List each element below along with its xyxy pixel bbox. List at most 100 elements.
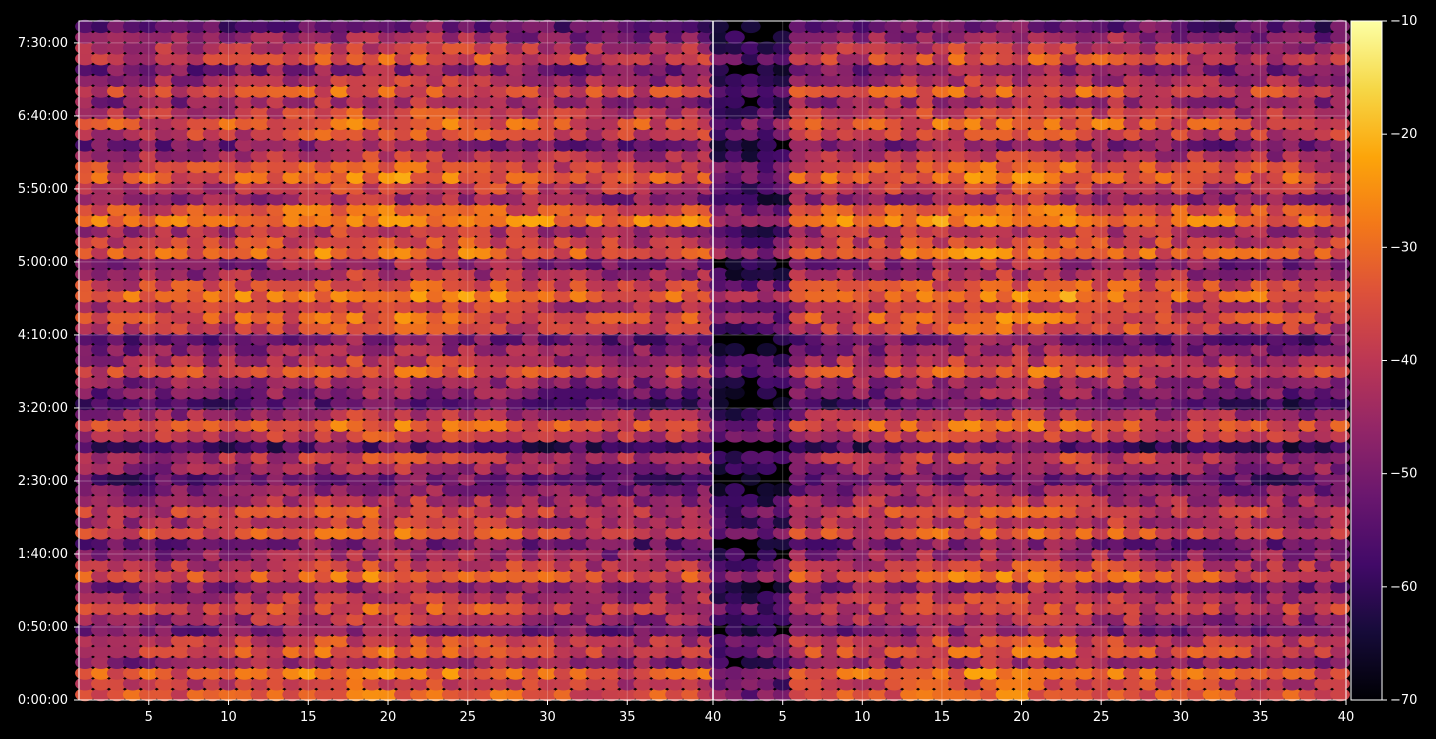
heatmap-cell — [932, 687, 952, 702]
heatmap-cell — [441, 30, 462, 44]
heatmap-cell — [521, 364, 542, 378]
heatmap-cell — [788, 601, 809, 616]
heatmap-cell — [330, 407, 351, 422]
heatmap-cell — [1250, 396, 1271, 411]
heatmap-cell — [1075, 504, 1096, 519]
heatmap-cell — [979, 299, 1000, 314]
heatmap-cell — [1107, 364, 1127, 378]
heatmap-cell — [601, 170, 622, 184]
heatmap-cell — [649, 159, 670, 174]
heatmap-cell — [947, 278, 968, 292]
heatmap-cell — [1139, 547, 1159, 562]
heatmap-cell — [1266, 52, 1287, 66]
heatmap-cell — [1330, 418, 1350, 432]
heatmap-cell — [1059, 289, 1080, 303]
heatmap-cell — [963, 170, 984, 184]
heatmap-cell — [740, 202, 761, 217]
heatmap-cell — [1266, 127, 1287, 141]
heatmap-cell — [138, 386, 159, 400]
heatmap-cell — [1202, 246, 1223, 260]
heatmap-cell — [1330, 30, 1350, 44]
heatmap-cell — [457, 289, 478, 303]
heatmap-cell — [202, 601, 223, 616]
heatmap-cell — [836, 493, 857, 508]
heatmap-cell — [963, 159, 984, 174]
heatmap-cell — [266, 472, 287, 486]
heatmap-cell — [346, 590, 366, 605]
heatmap-cell — [234, 343, 255, 357]
heatmap-cell — [394, 601, 414, 616]
heatmap-cell — [266, 105, 287, 120]
heatmap-cell — [725, 289, 745, 303]
heatmap-cell — [709, 504, 729, 519]
heatmap-cell — [1170, 493, 1191, 508]
heatmap-cell — [346, 472, 366, 486]
heatmap-cell — [1011, 278, 1032, 292]
heatmap-cell — [1314, 213, 1334, 228]
heatmap-cell — [1091, 343, 1112, 357]
heatmap-cell — [601, 558, 622, 572]
heatmap-cell — [836, 30, 857, 44]
heatmap-cell — [138, 192, 159, 206]
heatmap-cell — [916, 149, 936, 163]
heatmap-cell — [362, 353, 382, 368]
heatmap-cell — [1330, 278, 1350, 292]
heatmap-cell — [1218, 601, 1239, 616]
heatmap-cell — [601, 159, 622, 174]
heatmap-cell — [521, 95, 542, 109]
heatmap-cell — [932, 386, 952, 400]
heatmap-cell — [122, 407, 143, 422]
heatmap-cell — [633, 202, 654, 217]
heatmap-cell — [788, 30, 809, 44]
heatmap-cell — [1218, 138, 1239, 152]
heatmap-cell — [1170, 504, 1191, 519]
heatmap-cell — [1314, 267, 1334, 281]
heatmap-cell — [154, 30, 175, 44]
heatmap-cell — [218, 73, 239, 88]
heatmap-cell — [740, 52, 761, 66]
heatmap-cell — [1250, 569, 1271, 583]
heatmap-cell — [394, 623, 414, 637]
heatmap-cell — [852, 483, 873, 497]
heatmap-cell — [1218, 569, 1239, 583]
heatmap-cell — [569, 440, 590, 454]
heatmap-cell — [537, 580, 558, 594]
heatmap-cell — [426, 590, 446, 605]
heatmap-cell — [330, 213, 351, 228]
heatmap-cell — [1027, 116, 1048, 131]
heatmap-cell — [1186, 224, 1207, 238]
heatmap-cell — [346, 429, 366, 443]
heatmap-cell — [426, 353, 446, 368]
heatmap-cell — [633, 407, 654, 422]
heatmap-cell — [170, 396, 191, 411]
heatmap-cell — [553, 429, 574, 443]
heatmap-cell — [820, 526, 841, 540]
heatmap-cell — [521, 52, 542, 66]
heatmap-cell — [122, 84, 143, 98]
heatmap-cell — [537, 364, 558, 378]
heatmap-cell — [947, 30, 968, 44]
heatmap-cell — [916, 213, 936, 228]
heatmap-cell — [1091, 19, 1112, 34]
heatmap-cell — [1027, 19, 1048, 34]
heatmap-cell — [107, 375, 127, 389]
heatmap-cell — [1330, 580, 1350, 594]
heatmap-cell — [1186, 235, 1207, 249]
heatmap-cell — [725, 116, 745, 131]
heatmap-cell — [1234, 181, 1255, 195]
heatmap-cell — [1250, 310, 1271, 325]
heatmap-cell — [884, 127, 905, 141]
heatmap-cell — [410, 84, 430, 98]
heatmap-cell — [298, 386, 319, 400]
heatmap-cell — [1266, 332, 1287, 346]
heatmap-cell — [585, 278, 606, 292]
heatmap-cell — [1266, 256, 1287, 271]
heatmap-cell — [234, 537, 255, 551]
heatmap-cell — [75, 116, 95, 131]
heatmap-cell — [1218, 332, 1239, 346]
heatmap-cell — [154, 138, 175, 152]
heatmap-cell — [1282, 267, 1303, 281]
heatmap-cell — [378, 62, 398, 77]
heatmap-cell — [107, 289, 127, 303]
heatmap-cell — [804, 52, 825, 66]
